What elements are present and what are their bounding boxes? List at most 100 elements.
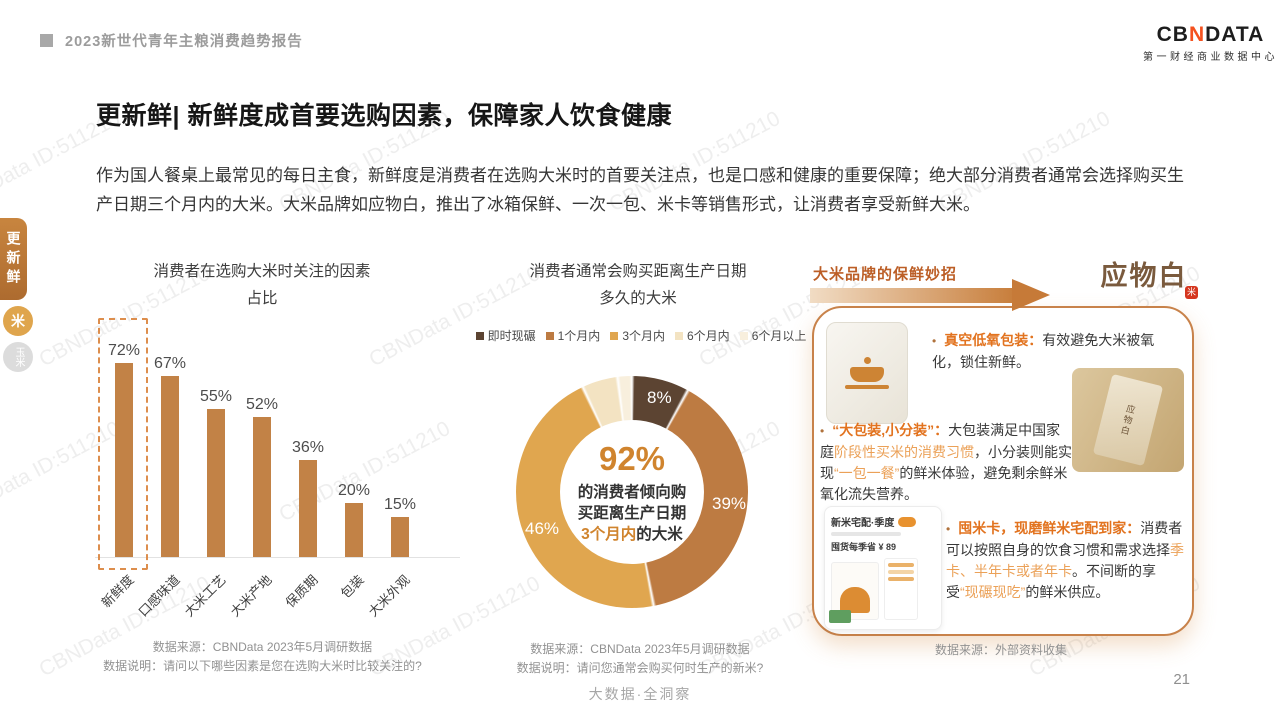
bar-chart: 72% 67% 55% 52% 36% 20% 15% [95,318,460,558]
legend-swatch-icon [610,331,619,340]
bar-value-label: 20% [337,482,371,499]
legend-label: 即时现碾 [487,329,536,343]
page-number: 21 [1173,671,1190,688]
panel-item-body: 消费者可以按照自身的饮食习惯和需求选择季卡、半年卡或者年卡。不间断的享受“现碾现… [946,520,1184,600]
bar-chart-title: 消费者在选购大米时关注的因素 占比 [82,258,442,312]
donut-center: 92% 的消费者倾向购 买距离生产日期 3个月内的大米 [560,420,704,564]
brand-panel-source: 数据来源：外部资料收集 [934,643,1067,657]
legend-item: 3个月内 [610,327,665,344]
arrow-right-icon [810,279,1050,311]
donut-center-line2: 买距离生产日期 [577,504,687,522]
bar [161,376,179,557]
legend-item: 即时现碾 [475,327,536,344]
bar-item: 20% [338,482,370,557]
product-thumb-2 [884,558,918,620]
body-text: 。不间断的享受 [946,563,1156,600]
highlighted-text: 阶段性买米的消费习惯 [834,444,974,460]
rice-package: 应物白 [1092,373,1164,467]
panel-item-title: 真空低氧包装 [944,332,1029,348]
donut-center-line3-rest: 的大米 [636,525,683,543]
body-text: 大包装满足中国家庭 [820,422,1061,460]
brand-panel-box: 应物白 新米宅配·季度 囤货每季省 ¥ 89 真空低氧包装：有效避免大米被氧化，… [812,306,1194,636]
legend-item: 1个月内 [545,327,600,344]
subscription-card-save-line: 囤货每季省 ¥ 89 [831,542,897,552]
sidebar-tab-fresher[interactable]: 更新鲜 [0,218,27,300]
membership-card-thumb [829,610,851,623]
brand-logo-yingwubai: 应物白 米 [1094,254,1198,299]
logo-part-n: N [1188,23,1206,46]
sidebar-badge-corn[interactable]: 玉米 [3,342,33,372]
cbndata-logo-wordmark: CBNDATA [1143,24,1278,46]
panel-item-title: 囤米卡，现磨鲜米宅配到家 [958,520,1127,536]
product-thumb-1 [831,562,879,620]
bar-item: 72% [108,342,140,557]
body-text: 的鲜米体验，避免剩余鲜米氧化流失营养。 [820,465,1068,502]
rice-badge-label: 米 [11,313,25,329]
donut-chart-note-line: 数据说明：请问您通常会购买何时生产的新米? [516,661,764,675]
panel-item-colon: ： [934,422,949,438]
donut-chart-source: 数据来源：CBNData 2023年5月调研数据 数据说明：请问您通常会购买何时… [460,640,820,678]
bar-value-label: 67% [153,355,187,373]
body-text: ，小分装则能实现 [820,444,1072,481]
panel-item-title: “大包装,小分装” [832,422,935,438]
header-square-icon [40,34,53,47]
highlighted-text: 季卡、半年卡或者年卡 [946,542,1184,579]
subscription-card-header: 新米宅配·季度 [831,514,935,529]
rice-package-photo: 应物白 [1072,368,1184,472]
subscription-card-title: 新米宅配·季度 [831,518,895,529]
donut-center-headline: 92% [598,439,666,477]
intro-paragraph: 作为国人餐桌上最常见的每日主食，新鲜度是消费者在选购大米时的首要关注点，也是口感… [96,166,1184,214]
panel-item-body: 有效避免大米被氧化，锁住新鲜。 [932,332,1154,370]
bar-value-label: 55% [199,387,233,405]
legend-swatch-icon [739,331,748,340]
legend-label: 3个月内 [622,329,665,343]
panel-item-colon: ： [1028,332,1043,348]
subscription-card-image: 新米宅配·季度 囤货每季省 ¥ 89 [824,506,942,630]
bar-chart-source-line: 数据来源：CBNData 2023年5月调研数据 [152,640,373,654]
panel-item-colon: ： [1126,520,1141,536]
slice-label: 39% [712,494,747,513]
brand-logo-text: 应物白 [1100,261,1188,292]
logo-part-data: DATA [1205,23,1265,46]
page-title: 更新鲜| 新鲜度成首要选购因素，保障家人饮食健康 [96,102,672,130]
brand-seal-icon: 米 [1185,286,1198,299]
slice-label: 46% [525,519,560,538]
report-header: 2023新世代青年主粮消费趋势报告 [40,30,303,51]
legend-swatch-icon [475,331,484,340]
bar-item: 55% [200,388,232,557]
donut-chart-title: 消费者通常会购买距离生产日期 多久的大米 [458,258,818,312]
pack-logo-base [845,385,889,389]
donut-chart-source-line: 数据来源：CBNData 2023年5月调研数据 [530,642,750,656]
panel-item-rice-card: 囤米卡，现磨鲜米宅配到家：消费者可以按照自身的饮食习惯和需求选择季卡、半年卡或者… [946,518,1186,603]
sidebar-badge-rice[interactable]: 米 [3,306,33,336]
bar [299,459,317,557]
bar-chart-note-line: 数据说明：请问以下哪些因素是您在选购大米时比较关注的? [103,659,422,673]
slice-label: 8% [647,388,672,407]
bar [391,516,409,557]
bar-value-label: 52% [245,395,279,413]
panel-item-packaging: “大包装,小分装”：大包装满足中国家庭阶段性买米的消费习惯，小分装则能实现“一包… [820,420,1074,505]
bar [115,362,133,557]
bar-highlight-dashed-box [98,318,148,570]
bar-item: 52% [246,396,278,557]
cbndata-logo-subtitle: 第一财经商业数据中心 [1143,52,1278,63]
arrow-head [1012,279,1050,311]
bar-value-label: 36% [291,438,325,456]
panel-item-vacuum: 真空低氧包装：有效避免大米被氧化，锁住新鲜。 [932,330,1178,373]
cbndata-logo: CBNDATA 第一财经商业数据中心 [1143,24,1278,64]
corn-badge-label: 玉米 [13,347,24,367]
body-text: 的鲜米供应。 [1025,584,1110,600]
donut-center-line1: 的消费者倾向购 [577,483,687,501]
highlighted-text: “现碾现吃” [960,584,1026,600]
logo-part-cb: CB [1156,23,1189,46]
bar-chart-title-line1: 消费者在选购大米时关注的因素 [153,263,371,280]
legend-swatch-icon [545,331,554,340]
body-text: 消费者可以按照自身的饮食习惯和需求选择 [946,520,1183,558]
legend-swatch-icon [675,331,683,340]
pack-logo-bowl [850,367,884,382]
highlighted-text: “一包一餐” [834,465,900,481]
brand-panel-heading: 大米品牌的保鲜妙招 [813,266,958,283]
bar-chart-title-line2: 占比 [246,290,278,307]
bar-chart-source: 数据来源：CBNData 2023年5月调研数据 数据说明：请问以下哪些因素是您… [55,638,470,676]
